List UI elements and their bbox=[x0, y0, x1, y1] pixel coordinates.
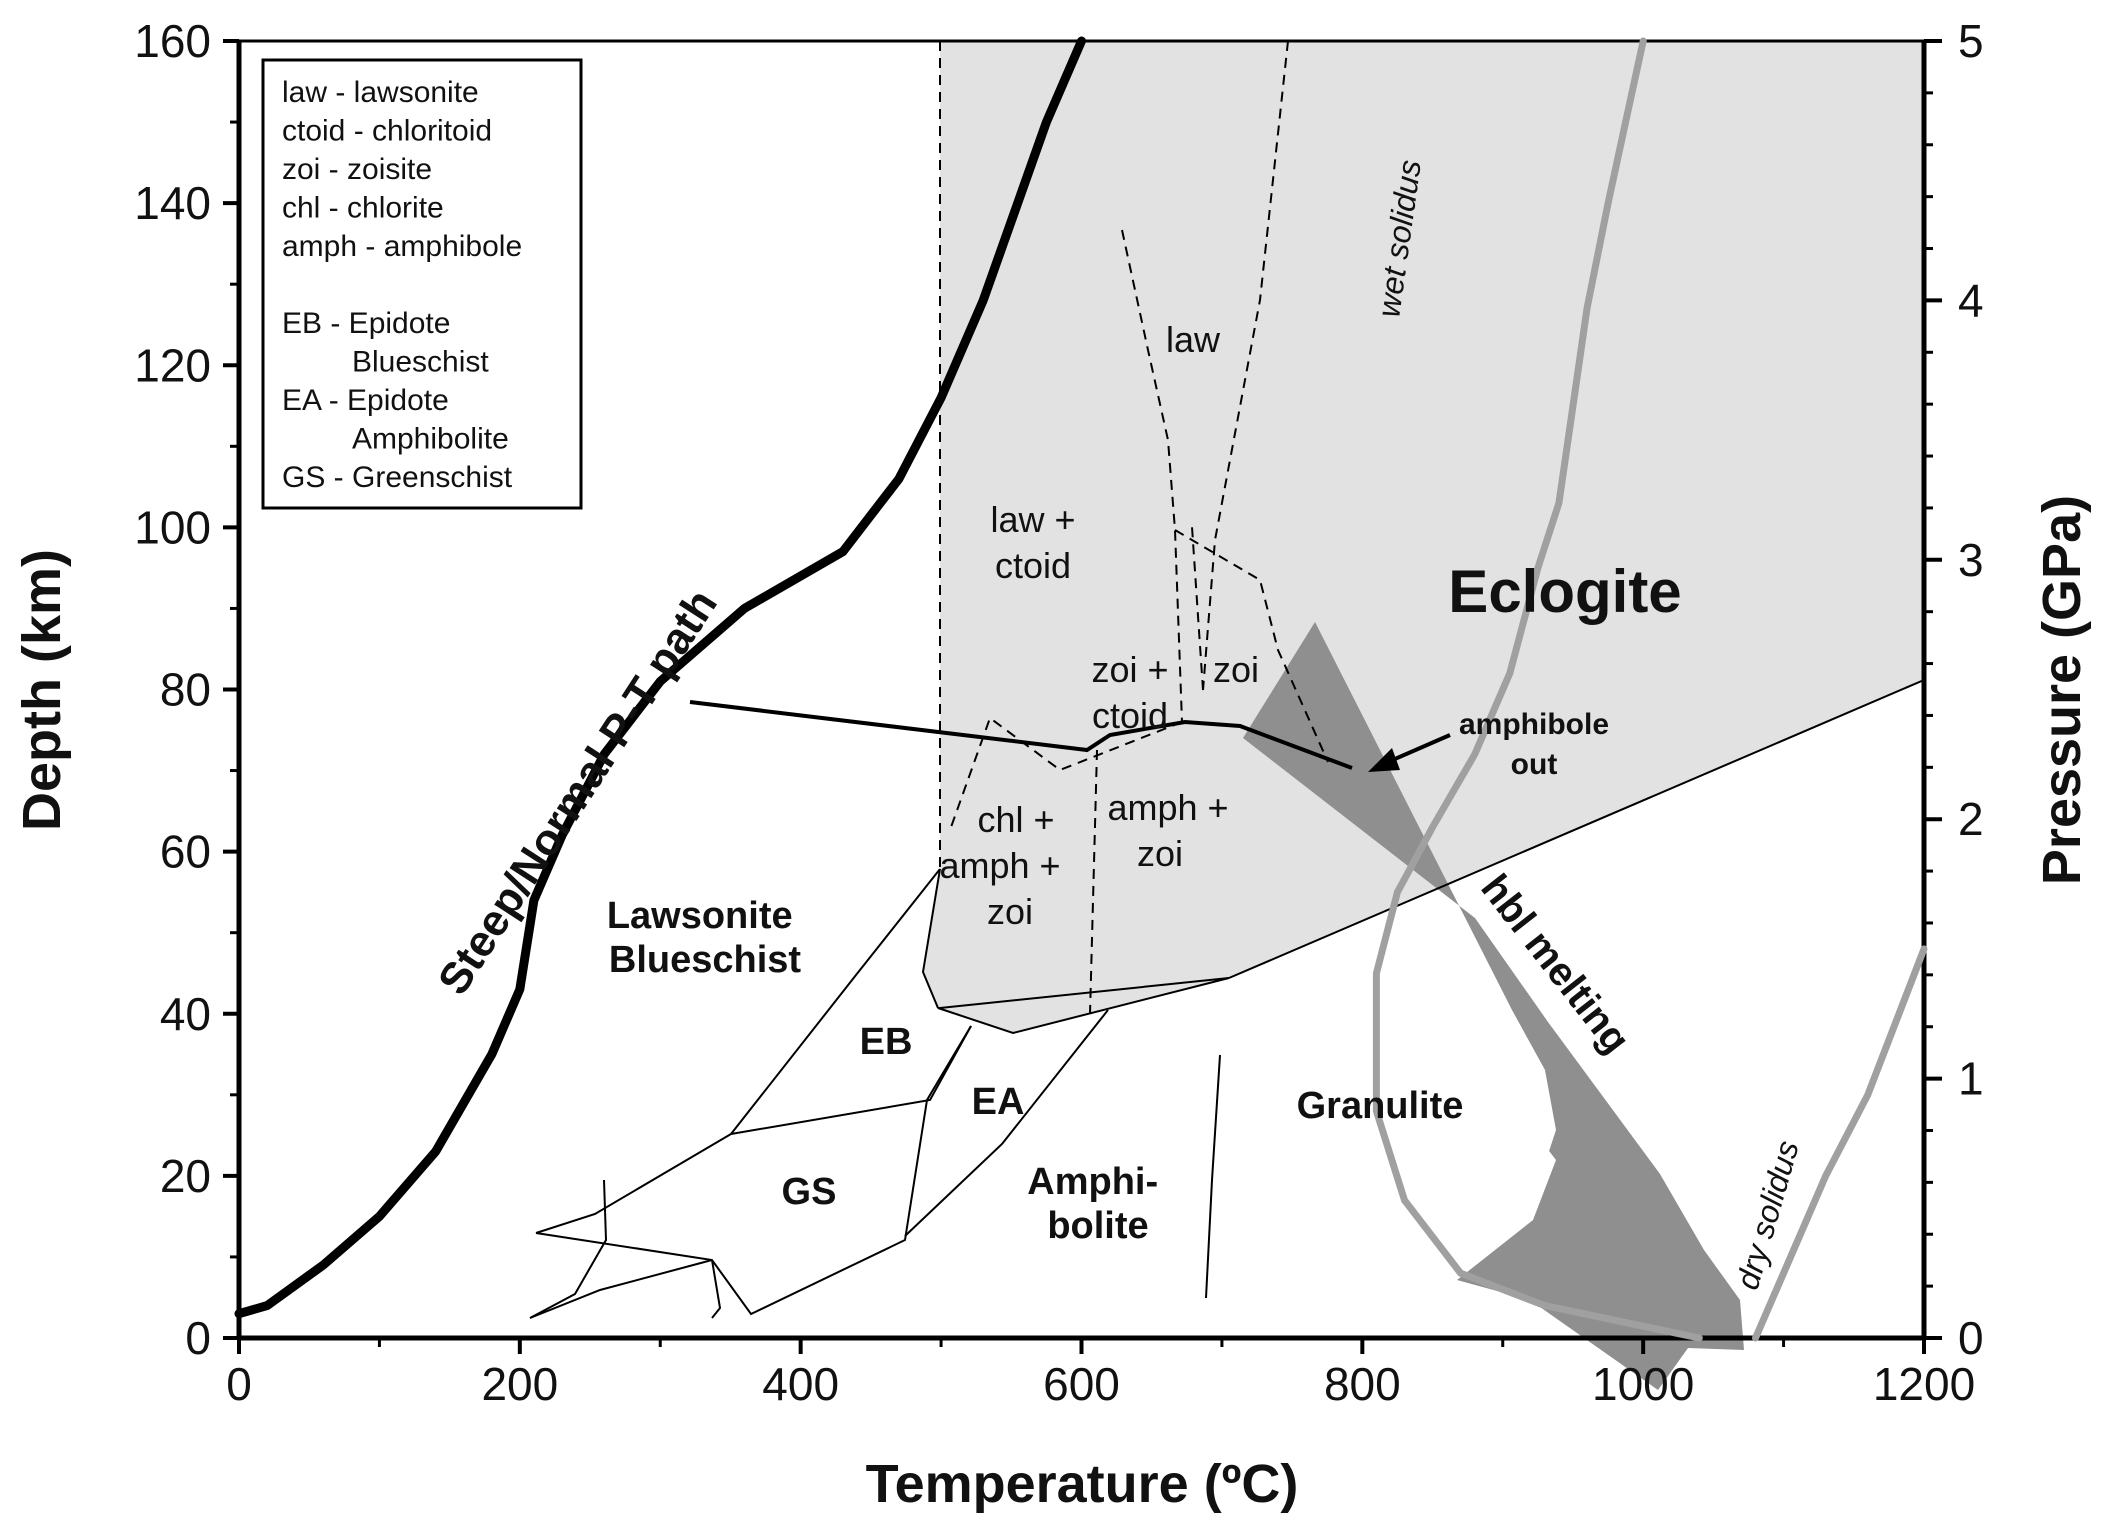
field-label-chl-plus: chl + bbox=[977, 799, 1054, 840]
field-label-zoi: zoi bbox=[1213, 649, 1259, 690]
depth-tick-label: 0 bbox=[185, 1312, 211, 1364]
legend-entry: EA - Epidote bbox=[282, 384, 449, 417]
pressure-tick-label: 0 bbox=[1958, 1312, 1984, 1364]
granulite-field bbox=[1229, 978, 1556, 1298]
region-label-eclogite: Eclogite bbox=[1448, 558, 1681, 625]
depth-tick-label: 80 bbox=[160, 664, 211, 716]
depth-tick-label: 40 bbox=[160, 988, 211, 1040]
depth-tick-label: 100 bbox=[134, 501, 211, 553]
pressure-tick-label: 2 bbox=[1958, 793, 1984, 845]
pressure-tick-label: 3 bbox=[1958, 534, 1984, 586]
y-axis-title-left: Depth (km) bbox=[12, 549, 72, 831]
region-label-amphibolite: Amphi- bolite bbox=[1027, 1161, 1168, 1247]
region-label-ea: EA bbox=[972, 1081, 1025, 1123]
region-label-lawsonite-line1: Lawsonite bbox=[607, 895, 793, 937]
region-label-lawsonite-line2: Blueschist bbox=[609, 939, 802, 981]
depth-tick-label: 60 bbox=[160, 826, 211, 878]
legend: law - lawsonite ctoid - chloritoid zoi - z… bbox=[282, 76, 522, 494]
legend-entry: Amphibolite bbox=[352, 423, 509, 456]
y-axis-title-right: Pressure (GPa) bbox=[2032, 495, 2092, 885]
annotation-dry-solidus: dry solidus bbox=[1729, 1136, 1806, 1293]
field-label-amph-plus: amph + bbox=[1107, 787, 1228, 828]
field-label-law-ctoid: ctoid bbox=[995, 545, 1071, 586]
x-tick-label: 200 bbox=[481, 1358, 558, 1410]
x-tick-label: 600 bbox=[1043, 1358, 1120, 1410]
field-label-chl-amph: amph + bbox=[939, 845, 1060, 886]
field-label-chl-zoi: zoi bbox=[987, 891, 1033, 932]
depth-tick-label: 160 bbox=[134, 15, 211, 67]
field-label-amph-zoi: zoi bbox=[1137, 833, 1183, 874]
facies-boundaries bbox=[529, 679, 1925, 1319]
pressure-tick-label: 5 bbox=[1958, 15, 1984, 67]
depth-tick-label: 20 bbox=[160, 1150, 211, 1202]
legend-entry: ctoid - chloritoid bbox=[282, 115, 492, 148]
amphibole-out-arrow-shaft bbox=[1387, 733, 1451, 764]
legend-entry: EB - Epidote bbox=[282, 307, 450, 340]
legend-box bbox=[261, 58, 583, 510]
pressure-tick-label: 4 bbox=[1958, 274, 1984, 326]
amphibole-out-line bbox=[689, 700, 1353, 770]
legend-entry: amph - amphibole bbox=[282, 230, 522, 263]
legend-entry: zoi - zoisite bbox=[282, 153, 432, 186]
region-label-lawsonite: Lawsonite Blueschist bbox=[607, 895, 803, 981]
annotation-out: out bbox=[1511, 748, 1558, 781]
region-label-amphibolite-line2: bolite bbox=[1047, 1205, 1148, 1247]
eclogite-field bbox=[923, 41, 1924, 1033]
region-label-granulite: Granulite bbox=[1297, 1085, 1464, 1127]
field-label-zoi-ctoid: ctoid bbox=[1092, 695, 1168, 736]
dry-solidus-line bbox=[1752, 945, 1928, 1342]
pressure-tick-label: 1 bbox=[1958, 1053, 1984, 1105]
depth-tick-label: 120 bbox=[134, 339, 211, 391]
wet-solidus-line bbox=[1372, 37, 1703, 1342]
x-tick-label: 1200 bbox=[1873, 1358, 1975, 1410]
legend-entry: law - lawsonite bbox=[282, 76, 479, 109]
x-tick-label: 0 bbox=[226, 1358, 252, 1410]
field-label-zoi-plus: zoi + bbox=[1091, 649, 1168, 690]
region-label-eb: EB bbox=[860, 1021, 913, 1063]
region-label-amphibolite-line1: Amphi- bbox=[1027, 1161, 1158, 1203]
legend-entry: chl - chlorite bbox=[282, 192, 444, 225]
x-axis-title: Temperature (ºC) bbox=[866, 1454, 1299, 1514]
x-tick-label: 800 bbox=[1324, 1358, 1401, 1410]
axis-ticks: 0 200 400 600 800 1000 12000204060801001201401… bbox=[134, 15, 1983, 1410]
region-label-gs: GS bbox=[782, 1171, 837, 1213]
legend-entry: Blueschist bbox=[352, 346, 489, 379]
field-label-law-plus: law + bbox=[990, 499, 1075, 540]
hbl-melting-band bbox=[1243, 622, 1744, 1390]
depth-tick-label: 140 bbox=[134, 177, 211, 229]
x-tick-label: 1000 bbox=[1592, 1358, 1694, 1410]
annotation-amphibole: amphibole bbox=[1459, 708, 1609, 741]
x-tick-label: 400 bbox=[762, 1358, 839, 1410]
legend-entry: GS - Greenschist bbox=[282, 461, 513, 494]
amphibole-out-arrowhead bbox=[1368, 748, 1400, 772]
series-group bbox=[234, 36, 1928, 1342]
field-label-law: law bbox=[1166, 319, 1221, 360]
pt-path-line bbox=[234, 36, 1086, 1319]
